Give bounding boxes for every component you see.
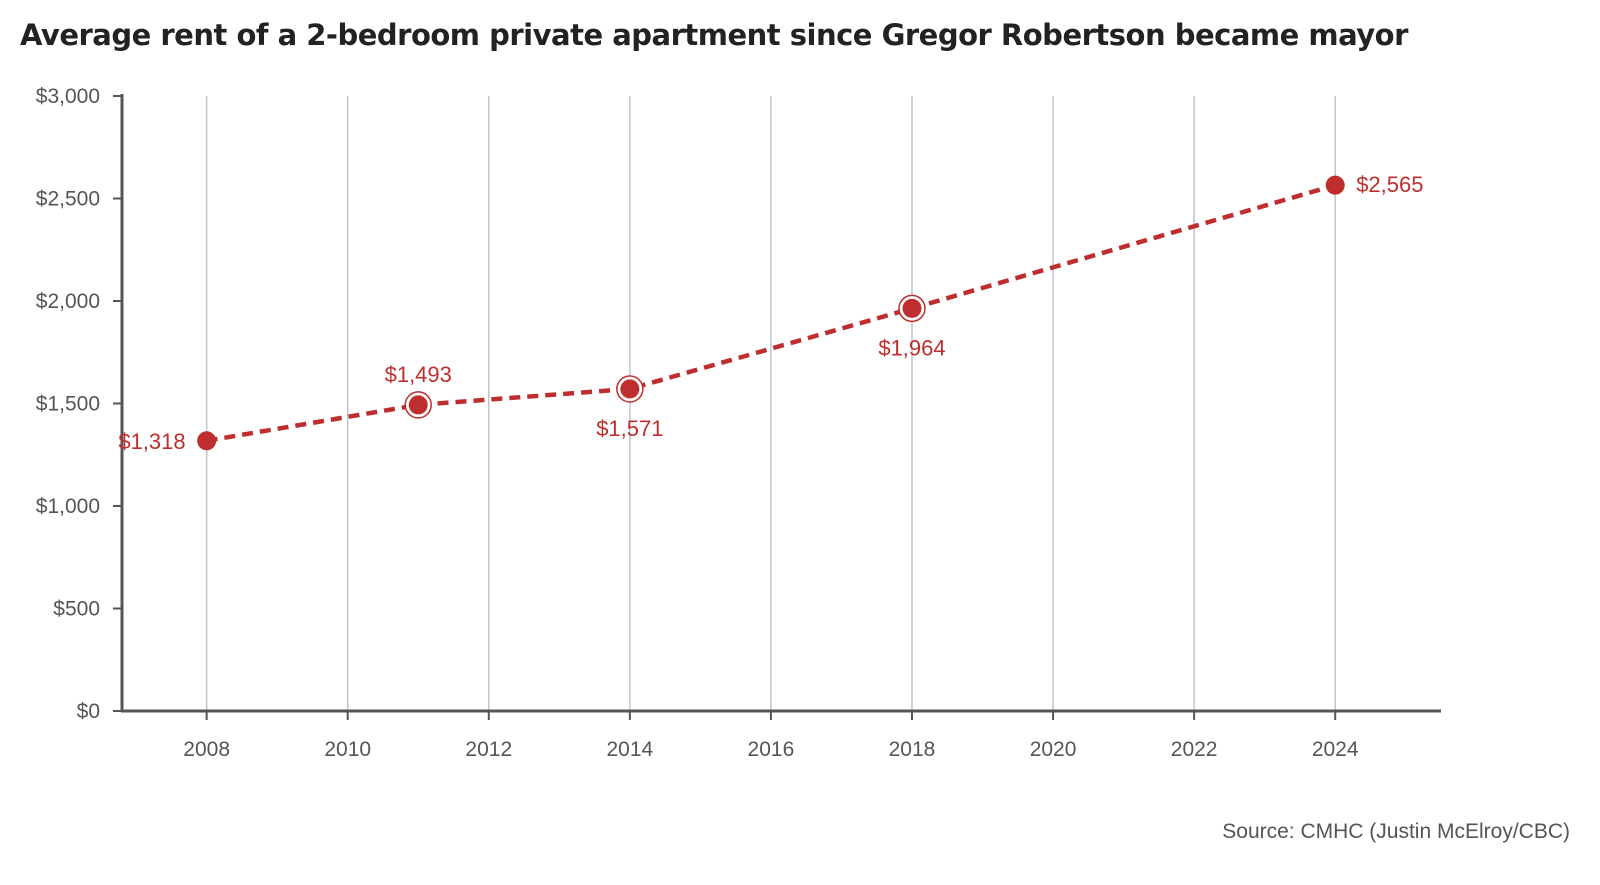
chart-title: Average rent of a 2-bedroom private apar…	[20, 18, 1408, 52]
data-labels: $1,318 $1,493 $1,571 $1,964 $2,565	[118, 172, 1423, 454]
x-tick-label-2018: 2018	[889, 738, 936, 761]
x-tick-label-2014: 2014	[606, 738, 653, 761]
grid-lines	[205, 96, 1336, 711]
x-tick-label-2020: 2020	[1030, 738, 1077, 761]
y-tick-label-500: $500	[53, 598, 100, 621]
y-tick-label-0: $0	[77, 700, 100, 723]
data-point-2018	[902, 298, 922, 318]
data-label-2018: $1,964	[878, 335, 945, 360]
x-tick-label-2024: 2024	[1312, 738, 1359, 761]
x-tick-label-2008: 2008	[183, 738, 230, 761]
axes: 2008 2010 2012 2014 2016 2018 2020 2022 2024 $0 $5…	[36, 85, 1441, 761]
data-point-2024	[1325, 175, 1345, 195]
x-tick-label-2022: 2022	[1171, 738, 1218, 761]
x-tick-label-2010: 2010	[324, 738, 371, 761]
data-point-2011	[408, 395, 428, 415]
data-label-2014: $1,571	[596, 416, 663, 441]
data-point-2014	[620, 379, 640, 399]
y-tick-label-1000: $1,000	[36, 495, 100, 518]
data-points	[197, 175, 1345, 451]
series-line-layer	[206, 183, 1336, 444]
data-label-2008: $1,318	[118, 429, 185, 454]
x-tick-label-2016: 2016	[748, 738, 795, 761]
data-point-2008	[197, 431, 217, 451]
y-tick-label-1500: $1,500	[36, 393, 100, 416]
series-line-0	[206, 183, 1336, 444]
x-tick-label-2012: 2012	[465, 738, 512, 761]
y-tick-label-2000: $2,000	[36, 290, 100, 313]
source-note: Source: CMHC (Justin McElroy/CBC)	[1222, 820, 1570, 843]
y-tick-label-3000: $3,000	[36, 85, 100, 108]
data-label-2011: $1,493	[385, 362, 452, 387]
data-label-2024: $2,565	[1356, 172, 1423, 197]
y-tick-label-2500: $2,500	[36, 188, 100, 211]
